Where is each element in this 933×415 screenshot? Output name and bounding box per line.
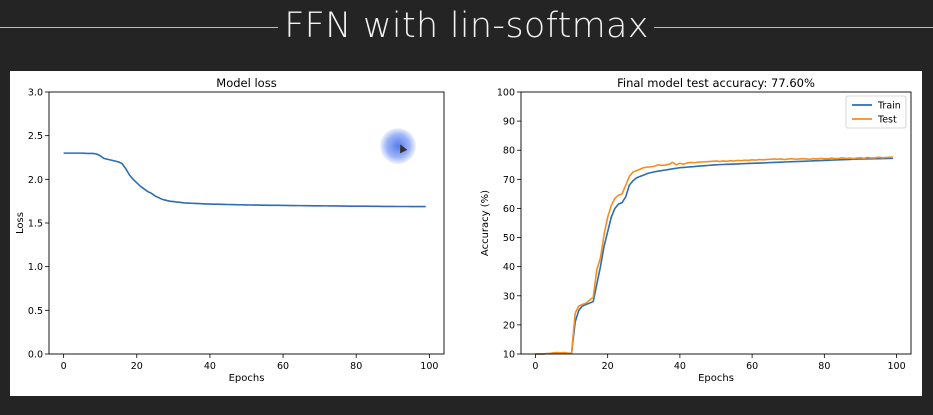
y-tick-label: 3.0	[28, 88, 43, 99]
header-rule-right	[654, 27, 933, 28]
x-tick-label: 100	[420, 361, 438, 372]
y-tick-label: 0.5	[28, 306, 43, 317]
y-tick-label: 2.0	[28, 175, 43, 186]
legend-box	[845, 95, 907, 129]
y-tick-label: 20	[503, 320, 515, 331]
y-axis-ticks: 0.0 0.5 1.0 1.5 2.0 2.5 3.0	[28, 88, 49, 361]
x-tick-label: 100	[887, 361, 905, 372]
x-tick-label: 0	[532, 361, 538, 372]
y-tick-label: 50	[503, 233, 515, 244]
x-axis-label: Epochs	[698, 373, 734, 384]
series-line-loss	[63, 152, 426, 208]
y-axis-label: Accuracy (%)	[480, 190, 491, 256]
series-line-test	[535, 156, 893, 355]
slide-header: FFN with lin-softmax	[0, 0, 933, 60]
figure-canvas: Model loss 0.0 0.5 1.0 1.5 2.0 2.5 3.0 0 20 40 60…	[15, 76, 912, 384]
x-tick-label: 80	[818, 361, 830, 372]
y-tick-label: 80	[503, 146, 515, 157]
y-axis-label: Loss	[15, 212, 26, 234]
y-tick-label: 30	[503, 291, 515, 302]
x-axis-ticks: 0 20 40 60 80 100	[532, 354, 906, 372]
y-tick-label: 2.5	[28, 131, 43, 142]
y-tick-label: 0.0	[28, 350, 43, 361]
x-tick-label: 60	[746, 361, 758, 372]
loss-chart: Model loss 0.0 0.5 1.0 1.5 2.0 2.5 3.0 0 20 40 60…	[15, 76, 445, 384]
slide-title: FFN with lin-softmax	[284, 6, 649, 46]
chart-title: Model loss	[216, 76, 276, 90]
x-tick-label: 40	[204, 361, 216, 372]
y-tick-label: 1.0	[28, 262, 43, 273]
y-tick-label: 90	[503, 117, 515, 128]
x-axis-ticks: 0 20 40 60 80 100	[61, 354, 438, 372]
y-axis-ticks: 10 20 30 40 50 60 70 80 90 100	[497, 88, 521, 361]
y-tick-label: 60	[503, 204, 515, 215]
chart-title: Final model test accuracy: 77.60%	[617, 76, 815, 90]
x-tick-label: 40	[674, 361, 686, 372]
header-rule-left	[0, 27, 278, 28]
legend: Train Test	[845, 95, 907, 129]
series-line-train	[535, 157, 893, 355]
y-tick-label: 40	[503, 262, 515, 273]
x-tick-label: 60	[277, 361, 289, 372]
cursor-highlight	[380, 128, 416, 164]
plot-frame	[48, 91, 445, 355]
figure-panel: Model loss 0.0 0.5 1.0 1.5 2.0 2.5 3.0 0 20 40 60…	[10, 71, 922, 396]
x-tick-label: 20	[602, 361, 614, 372]
x-tick-label: 20	[131, 361, 143, 372]
x-tick-label: 80	[350, 361, 362, 372]
legend-label-train: Train	[877, 101, 901, 112]
y-tick-label: 100	[497, 88, 515, 99]
legend-label-test: Test	[877, 115, 897, 126]
y-tick-label: 10	[503, 350, 515, 361]
accuracy-chart: Final model test accuracy: 77.60% 10 20 30…	[480, 76, 912, 384]
y-tick-label: 1.5	[28, 219, 43, 230]
y-tick-label: 70	[503, 175, 515, 186]
x-tick-label: 0	[61, 361, 67, 372]
plot-frame	[520, 91, 912, 355]
x-axis-label: Epochs	[229, 373, 265, 384]
